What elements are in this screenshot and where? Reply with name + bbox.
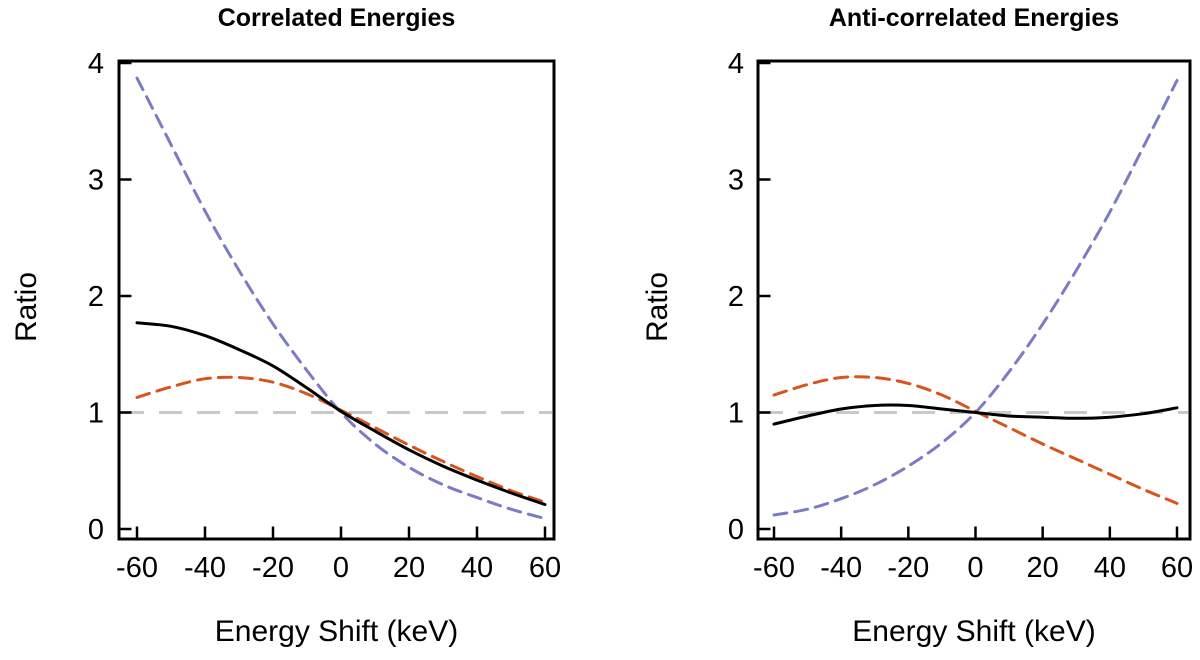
x-tick-label: -60 [116, 552, 158, 584]
x-tick-label: -40 [184, 552, 226, 584]
y-tick-label: 1 [88, 398, 104, 430]
x-tick-label: 60 [1161, 552, 1193, 584]
right-chart-title: Anti-correlated Energies [828, 4, 1120, 32]
right-y-axis-label: Ratio [641, 271, 674, 343]
right-x-axis-label: Energy Shift (keV) [852, 615, 1096, 648]
left-y-axis-label: Ratio [10, 271, 43, 343]
x-tick-label: 20 [1027, 552, 1059, 584]
left-x-axis-label: Energy Shift (keV) [214, 615, 459, 648]
y-tick-label: 0 [728, 514, 744, 546]
x-tick-label: 0 [333, 552, 349, 584]
y-tick-label: 3 [88, 165, 104, 197]
y-tick-label: 0 [88, 514, 104, 546]
x-tick-label: -40 [820, 552, 862, 584]
left-chart-title: Correlated Energies [217, 4, 456, 32]
y-tick-label: 3 [728, 165, 744, 197]
y-tick-label: 2 [728, 281, 744, 313]
x-tick-label: 0 [967, 552, 983, 584]
y-tick-label: 4 [88, 48, 104, 80]
series-black-solid [772, 403, 1179, 426]
y-tick-label: 2 [88, 281, 104, 313]
series-orange-dashed [772, 375, 1179, 505]
plot-box [117, 59, 556, 541]
x-tick-label: 60 [529, 552, 561, 584]
x-tick-label: 20 [393, 552, 425, 584]
series-blue-dashed [135, 76, 547, 520]
x-tick-label: 40 [461, 552, 493, 584]
plot-box [756, 59, 1192, 541]
x-tick-label: -20 [887, 552, 929, 584]
x-tick-label: -60 [753, 552, 795, 584]
x-tick-label: 40 [1094, 552, 1126, 584]
series-black-solid [135, 321, 547, 506]
y-tick-label: 1 [728, 398, 744, 430]
series-blue-dashed [772, 79, 1179, 517]
y-tick-label: 4 [728, 48, 744, 80]
x-tick-label: -20 [252, 552, 294, 584]
